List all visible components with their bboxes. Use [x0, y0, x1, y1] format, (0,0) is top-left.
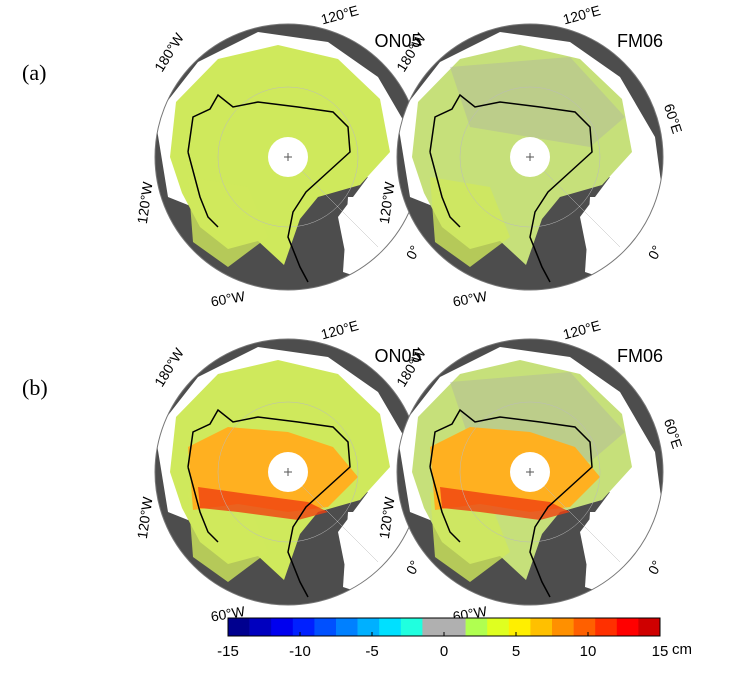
graticule — [287, 471, 379, 563]
longitude-label: 0° — [403, 558, 423, 577]
colorbar-tick-label: -15 — [217, 643, 239, 660]
panel-title: ON05 — [374, 31, 421, 51]
colorbar-segment — [465, 618, 488, 636]
colorbar-tick-label: 0 — [440, 643, 448, 660]
longitude-label: 180°W — [151, 30, 187, 75]
longitude-label: 120°E — [561, 2, 602, 27]
colorbar-segment — [616, 618, 639, 636]
contour — [187, 408, 351, 598]
colorbar-segment — [249, 618, 272, 636]
pole-mark — [526, 153, 534, 161]
longitude-label: 60°E — [661, 102, 686, 136]
graticule — [529, 471, 621, 563]
graticule — [459, 401, 601, 543]
longitude-label: 120°W — [376, 180, 398, 225]
colorbar-segment — [379, 618, 402, 636]
archipelago-ice — [188, 492, 268, 582]
longitude-label: 60°W — [209, 288, 246, 310]
colorbar-tick-label: 15 — [652, 643, 669, 660]
graticule — [217, 86, 359, 228]
colorbar-segment — [595, 618, 618, 636]
graticule — [287, 156, 379, 248]
grey-speckle — [450, 57, 625, 147]
longitude-label: 60°E — [661, 417, 686, 451]
longitude-label: 0° — [645, 558, 665, 577]
colorbar-tick-label: 10 — [580, 643, 597, 660]
contour — [429, 408, 593, 598]
longitude-label: 0° — [645, 243, 665, 262]
colorbar-segment — [228, 618, 250, 636]
map-border — [396, 23, 664, 291]
pole-mark — [284, 468, 292, 476]
longitude-label: 120°E — [319, 2, 360, 27]
archipelago-ice — [430, 492, 510, 582]
colorbar-segment — [357, 618, 380, 636]
archipelago-ice — [188, 177, 268, 267]
ocean-open — [585, 197, 663, 287]
thick-change-high — [198, 487, 328, 520]
colorbar-segment — [487, 618, 510, 636]
colorbar-segment — [292, 618, 315, 636]
map-body — [397, 339, 663, 605]
thick-change-high — [440, 487, 570, 520]
colorbar-segment — [400, 618, 423, 636]
longitude-label: 120°E — [561, 317, 602, 342]
longitude-label: 0° — [403, 243, 423, 262]
longitude-label: 120°W — [134, 180, 156, 225]
colorbar-tick-label: -10 — [289, 643, 311, 660]
panel-title: ON05 — [374, 346, 421, 366]
colorbar-tick-label: -5 — [365, 643, 378, 660]
ocean-open — [343, 197, 421, 287]
longitude-label: 60°W — [451, 288, 488, 310]
ocean-open — [585, 512, 663, 602]
map-body — [155, 24, 421, 290]
colorbar-segment — [336, 618, 358, 636]
contour — [187, 93, 351, 283]
colorbar-unit: cm — [672, 641, 692, 658]
ocean-open — [343, 512, 421, 602]
colorbar-segment — [444, 618, 466, 636]
colorbar-segment — [271, 618, 294, 636]
colorbar-segment — [573, 618, 596, 636]
map-body — [155, 339, 421, 605]
longitude-label: 120°W — [376, 495, 398, 540]
longitude-label: 120°W — [134, 495, 156, 540]
longitude-label: 180°W — [151, 345, 187, 390]
panel-title: FM06 — [617, 346, 663, 366]
longitude-label: 120°E — [319, 317, 360, 342]
map-body — [397, 24, 663, 290]
colorbar-segment — [552, 618, 574, 636]
colorbar-segment — [508, 618, 531, 636]
row-label: (a) — [22, 60, 46, 85]
row-label: (b) — [22, 375, 48, 400]
map-border — [396, 338, 664, 606]
graticule — [217, 401, 359, 543]
contour — [429, 93, 593, 283]
colorbar-segment — [638, 618, 661, 636]
graticule — [529, 156, 621, 248]
colorbar-tick-label: 5 — [512, 643, 520, 660]
colorbar-segment — [530, 618, 553, 636]
pole-mark — [526, 468, 534, 476]
pole-mark — [284, 153, 292, 161]
panel-title: FM06 — [617, 31, 663, 51]
archipelago-ice — [430, 177, 510, 267]
graticule — [459, 86, 601, 228]
colorbar-segment — [314, 618, 337, 636]
colorbar-segment — [422, 618, 445, 636]
